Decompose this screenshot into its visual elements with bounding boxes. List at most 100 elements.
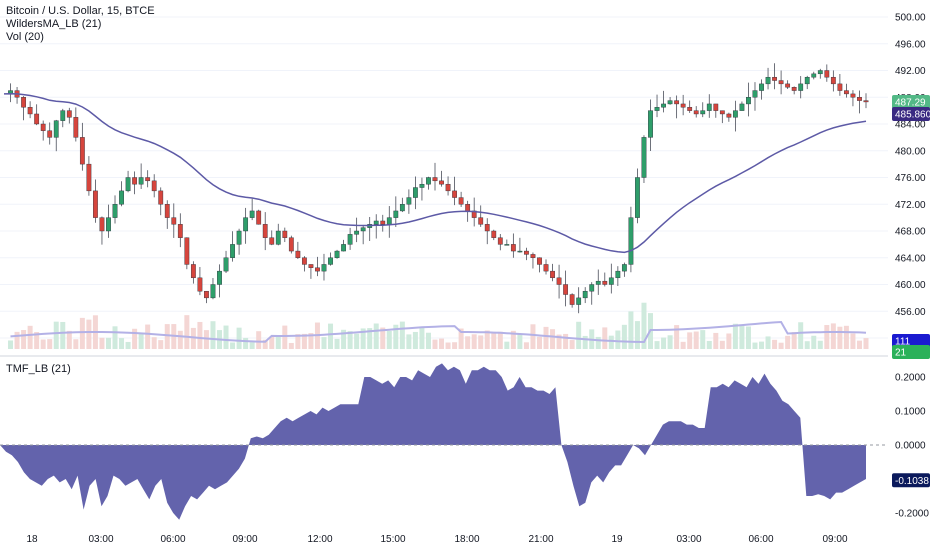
candle-body[interactable] <box>66 110 72 118</box>
candle-body[interactable] <box>687 107 693 111</box>
candle-body[interactable] <box>210 284 216 299</box>
candle-body[interactable] <box>759 83 764 91</box>
candle-body[interactable] <box>719 110 725 115</box>
candle-body[interactable] <box>190 264 196 279</box>
candle-body[interactable] <box>772 76 777 81</box>
candle-body[interactable] <box>739 103 745 111</box>
candle-body[interactable] <box>321 264 327 272</box>
candle-body[interactable] <box>641 137 647 178</box>
candle-body[interactable] <box>563 284 569 295</box>
candle-body[interactable] <box>478 217 484 225</box>
candle-body[interactable] <box>393 210 399 218</box>
candle-body[interactable] <box>47 130 53 138</box>
candle-body[interactable] <box>413 187 418 198</box>
candle-body[interactable] <box>217 270 222 285</box>
price-axis[interactable]: 500.00496.00492.00488.00484.00480.00476.… <box>895 13 926 345</box>
candle-body[interactable] <box>132 177 138 185</box>
candle-body[interactable] <box>693 110 699 115</box>
candle-body[interactable] <box>602 280 608 285</box>
indicator-tmf[interactable]: TMF_LB (21) <box>6 363 71 375</box>
candle-body[interactable] <box>275 230 281 245</box>
candle-body[interactable] <box>628 217 634 265</box>
candle-body[interactable] <box>465 204 471 212</box>
indicator-wilders-ma[interactable]: WildersMA_LB (21) <box>6 18 102 30</box>
candle-body[interactable] <box>426 177 431 185</box>
candle-body[interactable] <box>452 190 457 198</box>
candle-body[interactable] <box>661 103 666 108</box>
candle-body[interactable] <box>680 103 686 108</box>
candle-body[interactable] <box>86 163 92 192</box>
candle-body[interactable] <box>530 254 536 258</box>
candle-body[interactable] <box>850 93 856 98</box>
candle-body[interactable] <box>230 244 235 258</box>
candle-body[interactable] <box>106 217 111 232</box>
candle-body[interactable] <box>798 83 804 91</box>
candle-body[interactable] <box>138 177 144 185</box>
candle-body[interactable] <box>308 264 314 268</box>
candle-body[interactable] <box>269 237 275 245</box>
candle-body[interactable] <box>844 90 849 95</box>
candle-body[interactable] <box>386 217 392 225</box>
candle-body[interactable] <box>158 190 164 205</box>
indicator-volume[interactable]: Vol (20) <box>6 31 44 43</box>
candle-body[interactable] <box>288 237 294 252</box>
candle-body[interactable] <box>504 244 510 246</box>
candle-body[interactable] <box>249 210 255 218</box>
candle-body[interactable] <box>21 97 26 108</box>
candle-body[interactable] <box>824 70 830 78</box>
candle-body[interactable] <box>315 267 320 272</box>
candle-body[interactable] <box>125 177 131 192</box>
candle-body[interactable] <box>256 210 262 225</box>
candle-body[interactable] <box>576 297 582 305</box>
candle-body[interactable] <box>497 237 503 245</box>
candle-body[interactable] <box>301 257 307 265</box>
candle-body[interactable] <box>282 230 288 238</box>
candle-body[interactable] <box>243 217 249 232</box>
candle-body[interactable] <box>863 100 869 103</box>
candle-body[interactable] <box>145 177 151 182</box>
candle-body[interactable] <box>621 264 627 272</box>
candle-body[interactable] <box>151 180 157 192</box>
candle-body[interactable] <box>654 107 660 111</box>
candle-body[interactable] <box>177 224 183 238</box>
candle-body[interactable] <box>341 244 346 252</box>
candle-body[interactable] <box>857 97 862 101</box>
candle-body[interactable] <box>373 220 379 225</box>
candle-body[interactable] <box>197 277 203 292</box>
candle-body[interactable] <box>432 177 438 182</box>
candle-body[interactable] <box>700 110 706 115</box>
candle-body[interactable] <box>360 227 366 232</box>
candle-body[interactable] <box>439 180 444 185</box>
candle-body[interactable] <box>406 197 412 205</box>
candle-body[interactable] <box>765 76 771 85</box>
candle-body[interactable] <box>524 250 529 255</box>
candle-body[interactable] <box>817 70 823 75</box>
candle-body[interactable] <box>328 257 333 265</box>
candle-body[interactable] <box>582 290 588 299</box>
candle-body[interactable] <box>778 80 784 85</box>
candle-body[interactable] <box>79 137 85 165</box>
candles[interactable] <box>8 63 869 314</box>
candle-body[interactable] <box>752 90 758 98</box>
candle-body[interactable] <box>589 284 595 292</box>
candle-body[interactable] <box>354 230 360 235</box>
candle-body[interactable] <box>347 234 353 245</box>
candle-body[interactable] <box>595 280 601 285</box>
candle-body[interactable] <box>334 250 340 258</box>
candle-body[interactable] <box>60 110 66 121</box>
candle-body[interactable] <box>399 204 405 212</box>
candle-body[interactable] <box>484 224 490 232</box>
candle-body[interactable] <box>837 83 843 91</box>
candle-body[interactable] <box>34 113 40 125</box>
candle-body[interactable] <box>517 250 523 253</box>
candle-body[interactable] <box>73 117 79 138</box>
candle-body[interactable] <box>804 76 810 85</box>
time-axis[interactable]: 18 03:00 06:00 09:00 12:00 15:00 18:00 21:00 19 0… <box>26 534 848 545</box>
candle-body[interactable] <box>648 110 653 138</box>
candle-body[interactable] <box>53 120 59 138</box>
candle-body[interactable] <box>674 100 680 105</box>
candle-body[interactable] <box>171 217 177 225</box>
candle-body[interactable] <box>27 107 33 115</box>
